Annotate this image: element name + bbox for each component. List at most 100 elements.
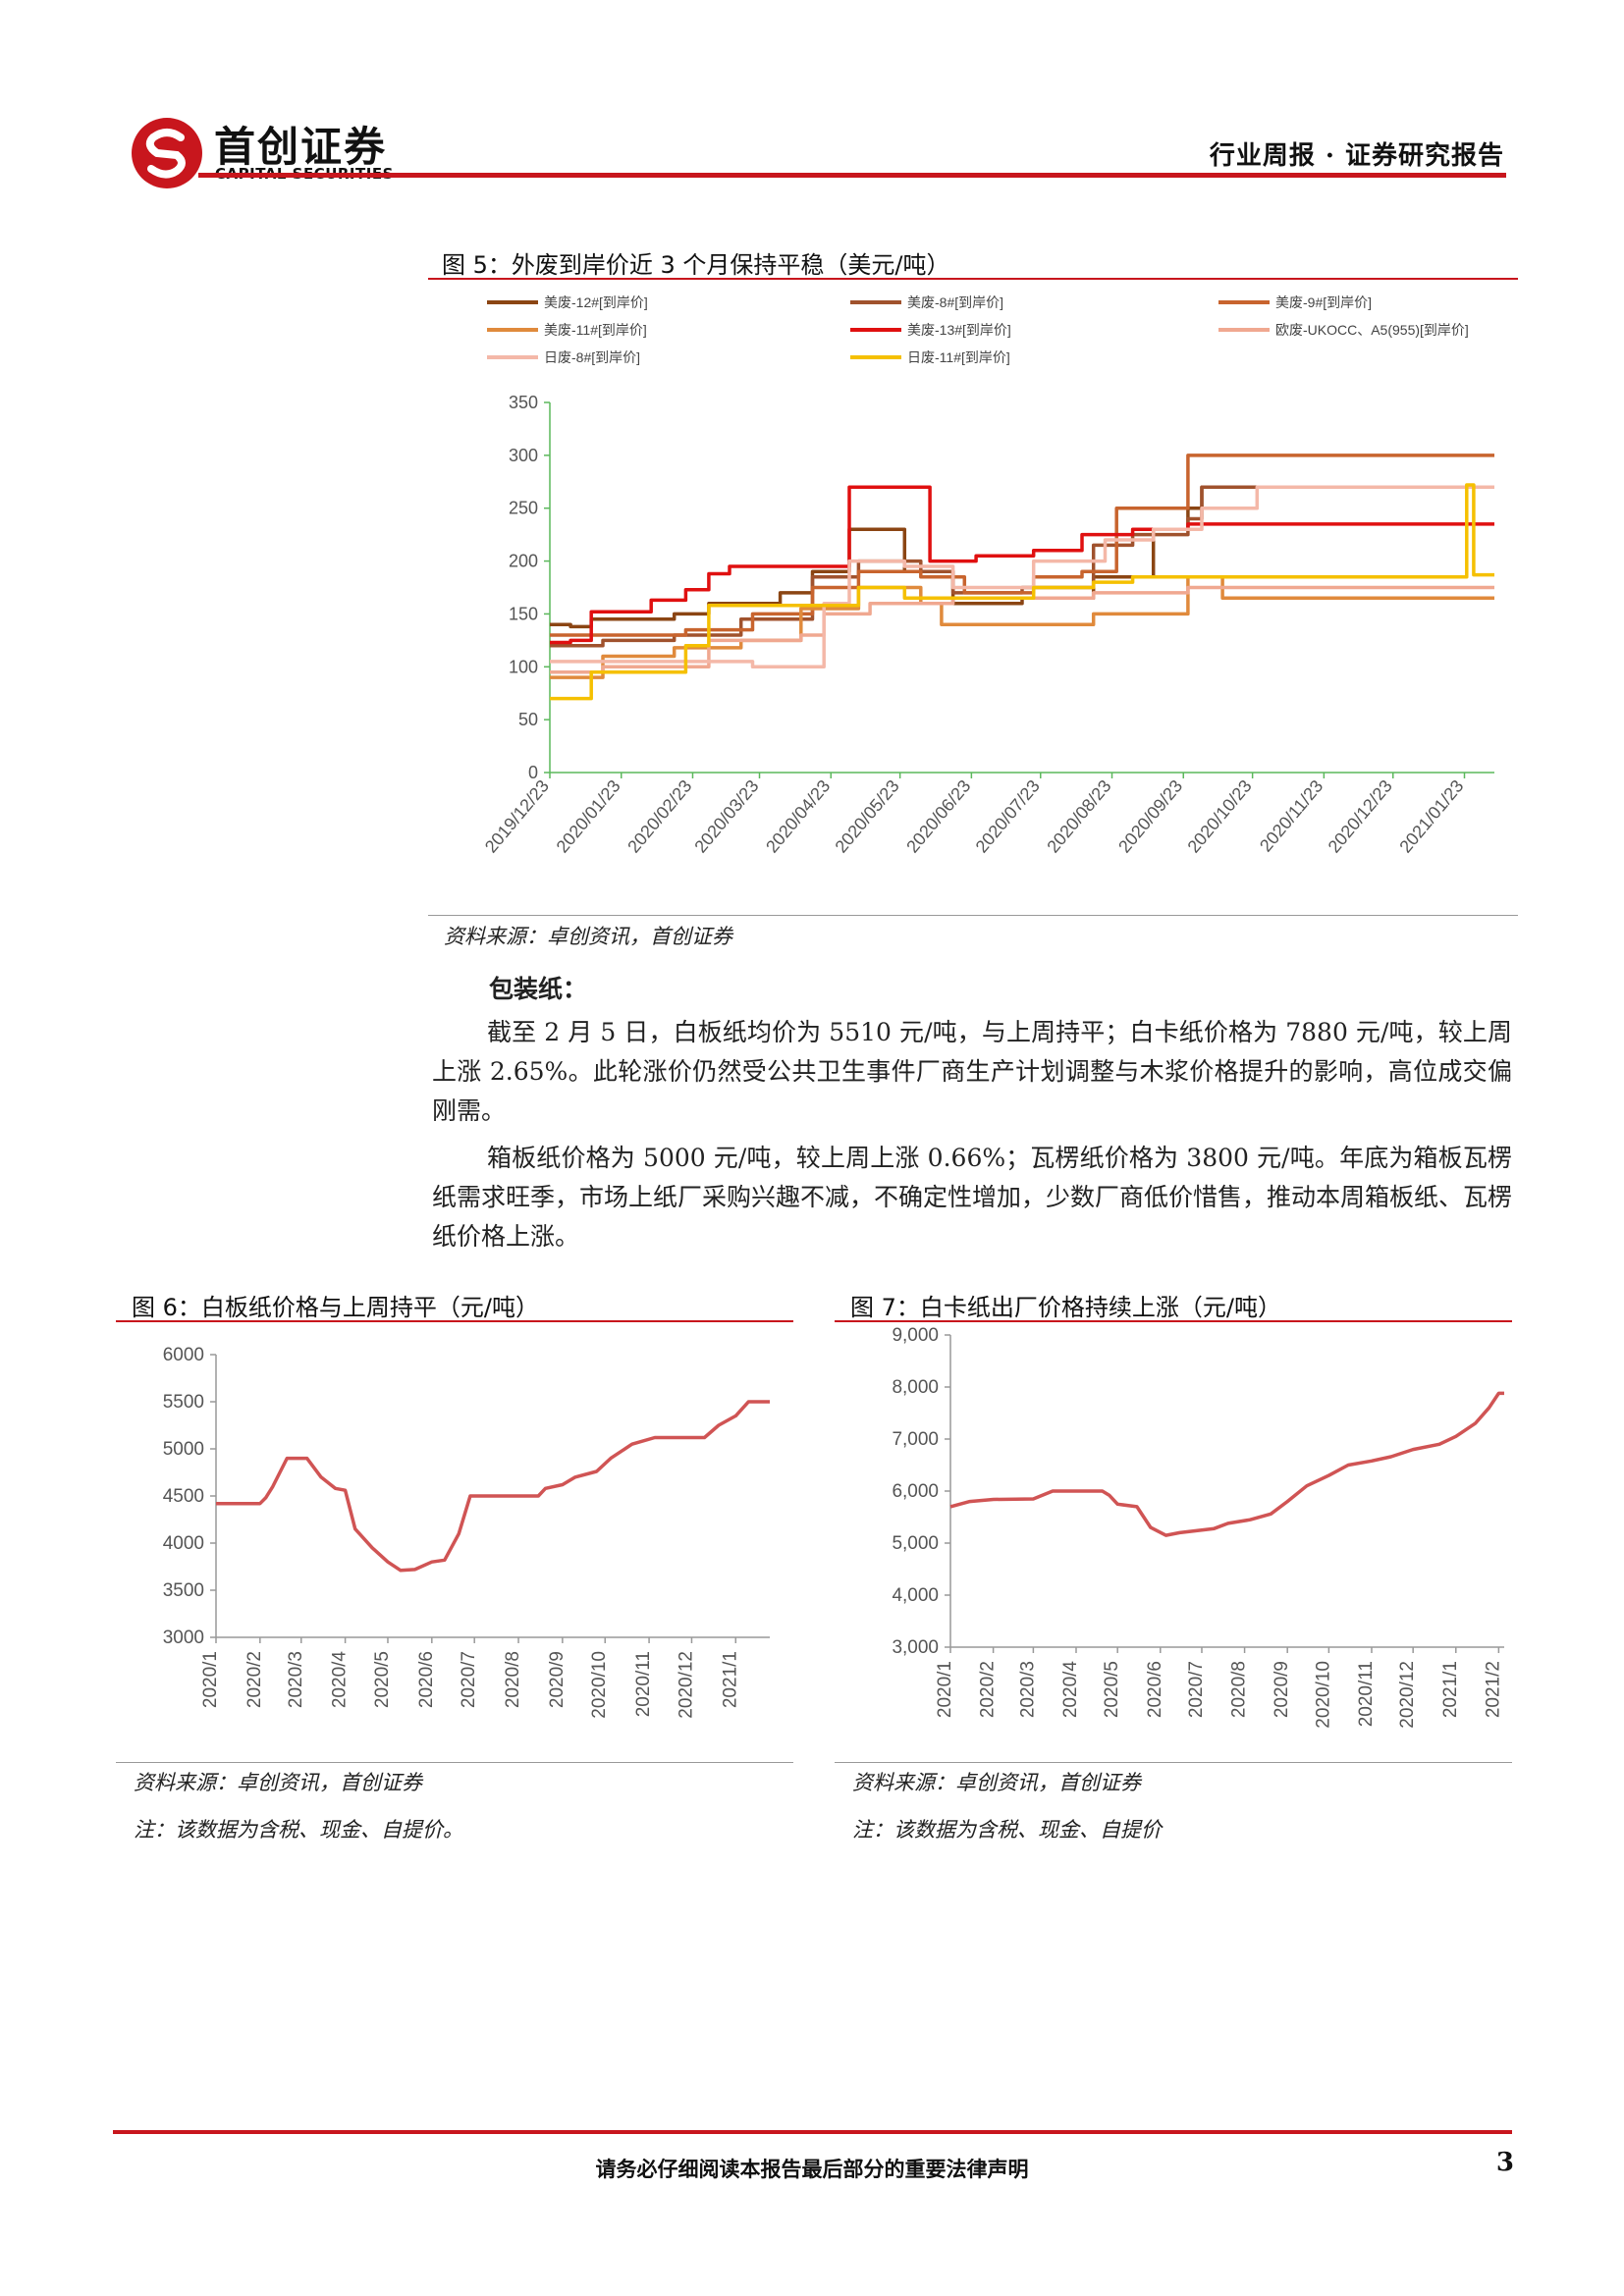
series-line-2: [550, 485, 1494, 648]
legend-label-5: 美废-13#[到岸价]: [907, 322, 1011, 338]
y-tick-label: 200: [509, 552, 538, 571]
y-tick-label: 5500: [163, 1392, 204, 1413]
company-logo-icon: [130, 116, 204, 190]
y-tick-label: 6,000: [892, 1481, 939, 1502]
y-tick-label: 5000: [163, 1439, 204, 1460]
x-tick-label: 2020/08/23: [1043, 776, 1114, 857]
x-tick-label: 2021/2: [1483, 1661, 1503, 1718]
y-tick-label: 50: [518, 710, 538, 729]
x-tick-label: 2020/8: [503, 1651, 523, 1708]
x-tick-label: 2020/4: [330, 1651, 351, 1709]
x-tick-label: 2020/04/23: [762, 776, 834, 857]
y-tick-label: 3,000: [892, 1637, 939, 1658]
y-tick-label: 5,000: [892, 1533, 939, 1554]
x-tick-label: 2020/9: [547, 1651, 568, 1708]
y-tick-label: 350: [509, 393, 538, 412]
x-tick-label: 2019/12/23: [481, 776, 553, 857]
x-tick-label: 2020/7: [1186, 1661, 1207, 1718]
header-divider: [198, 173, 1506, 178]
y-tick-label: 3500: [163, 1580, 204, 1601]
x-tick-label: 2021/1: [1440, 1661, 1461, 1718]
x-tick-label: 2020/5: [372, 1651, 393, 1708]
footer-divider: [113, 2130, 1512, 2134]
x-tick-label: 2020/02/23: [623, 776, 695, 857]
y-tick-label: 0: [528, 763, 538, 782]
x-tick-label: 2020/11: [1356, 1661, 1377, 1727]
figure7-bottom-rule: [835, 1762, 1512, 1763]
footer-disclaimer: 请务必仔细阅读本报告最后部分的重要法律声明: [595, 2157, 1029, 2181]
page-number: 3: [1495, 2148, 1514, 2177]
figure6-note: 注：该数据为含税、现金、自提价。: [134, 1818, 463, 1842]
x-tick-label: 2020/10: [589, 1651, 610, 1719]
x-tick-label: 2020/01/23: [553, 776, 624, 857]
figure5-source: 资料来源：卓创资讯，首创证券: [444, 925, 732, 948]
y-tick-label: 300: [509, 446, 538, 465]
x-tick-label: 2020/2: [244, 1651, 265, 1708]
company-name-cn: 首创证券: [214, 123, 388, 171]
x-tick-label: 2020/3: [286, 1651, 306, 1708]
legend-label-2: 美废-8#[到岸价]: [907, 294, 1003, 310]
legend-label-7: 日废-8#[到岸价]: [544, 349, 640, 365]
figure6-caption: 图 6：白板纸价格与上周持平（元/吨）: [132, 1294, 539, 1321]
figure6-top-rule: [116, 1320, 793, 1322]
series-line-3: [550, 454, 1494, 637]
x-tick-label: 2020/11: [633, 1651, 654, 1717]
y-tick-label: 4000: [163, 1533, 204, 1554]
figure5-top-rule: [428, 278, 1518, 280]
figure5-bottom-rule: [428, 915, 1518, 916]
x-tick-label: 2020/03/23: [690, 776, 762, 857]
figure7-source: 资料来源：卓创资讯，首创证券: [852, 1771, 1141, 1794]
x-tick-label: 2020/4: [1060, 1661, 1081, 1719]
x-tick-label: 2020/12/23: [1325, 776, 1396, 857]
series-line-6: [550, 585, 1494, 674]
x-tick-label: 2020/05/23: [831, 776, 902, 857]
x-tick-label: 2020/06/23: [902, 776, 974, 857]
legend-label-1: 美废-12#[到岸价]: [544, 294, 648, 310]
series-line-5: [550, 485, 1494, 645]
legend-label-4: 美废-11#[到岸价]: [544, 322, 647, 338]
y-tick-label: 150: [509, 604, 538, 623]
section-title: 包装纸：: [489, 975, 588, 1003]
paragraph-2: 箱板纸价格为 5000 元/吨，较上周上涨 0.66%；瓦楞纸价格为 3800 …: [432, 1144, 1513, 1251]
legend-label-8: 日废-11#[到岸价]: [907, 349, 1010, 365]
x-tick-label: 2020/09/23: [1114, 776, 1186, 857]
x-tick-label: 2020/6: [1145, 1661, 1165, 1718]
x-tick-label: 2020/3: [1017, 1661, 1038, 1718]
figure6-source: 资料来源：卓创资讯，首创证券: [134, 1771, 422, 1794]
series-line-1: [216, 1400, 770, 1573]
y-tick-label: 250: [509, 499, 538, 518]
series-line-4: [550, 574, 1494, 679]
x-tick-label: 2020/7: [459, 1651, 479, 1708]
x-tick-label: 2020/5: [1102, 1661, 1122, 1718]
figure7-top-rule: [835, 1320, 1512, 1322]
series-line-8: [550, 483, 1494, 701]
legend-label-3: 美废-9#[到岸价]: [1275, 294, 1372, 310]
report-type: 行业周报 · 证券研究报告: [1209, 141, 1504, 171]
y-tick-label: 4500: [163, 1486, 204, 1507]
figure7-note: 注：该数据为含税、现金、自提价: [852, 1818, 1162, 1842]
x-tick-label: 2020/12: [676, 1651, 696, 1719]
y-tick-label: 3000: [163, 1628, 204, 1648]
y-tick-label: 100: [509, 657, 538, 676]
y-tick-label: 4,000: [892, 1585, 939, 1606]
figure5-caption: 图 5：外废到岸价近 3 个月保持平稳（美元/吨）: [442, 251, 950, 279]
figure6-chart: 3000 3500 4000 4500 5000 5500 6000 2020/1 2020/2…: [163, 1345, 770, 1719]
x-tick-label: 2020/9: [1272, 1661, 1292, 1718]
x-tick-label: 2020/11/23: [1256, 776, 1326, 856]
figure6-bottom-rule: [116, 1762, 793, 1763]
x-tick-label: 2020/1: [200, 1651, 221, 1708]
x-tick-label: 2020/6: [416, 1651, 437, 1708]
x-tick-label: 2020/10: [1313, 1661, 1333, 1729]
x-tick-label: 2020/8: [1229, 1661, 1250, 1718]
x-tick-label: 2020/10/23: [1183, 776, 1255, 857]
x-tick-label: 2020/07/23: [972, 776, 1044, 857]
figure7-caption: 图 7：白卡纸出厂价格持续上涨（元/吨）: [850, 1294, 1281, 1321]
y-tick-label: 9,000: [892, 1325, 939, 1346]
x-tick-label: 2020/2: [978, 1661, 999, 1718]
x-tick-label: 2020/1: [935, 1661, 955, 1718]
y-tick-label: 7,000: [892, 1429, 939, 1450]
legend-label-6: 欧废-UKOCC、A5(955)[到岸价]: [1275, 322, 1469, 338]
series-line-1: [949, 1391, 1504, 1537]
series-line-7: [550, 485, 1494, 669]
x-tick-label: 2020/12: [1397, 1661, 1418, 1729]
